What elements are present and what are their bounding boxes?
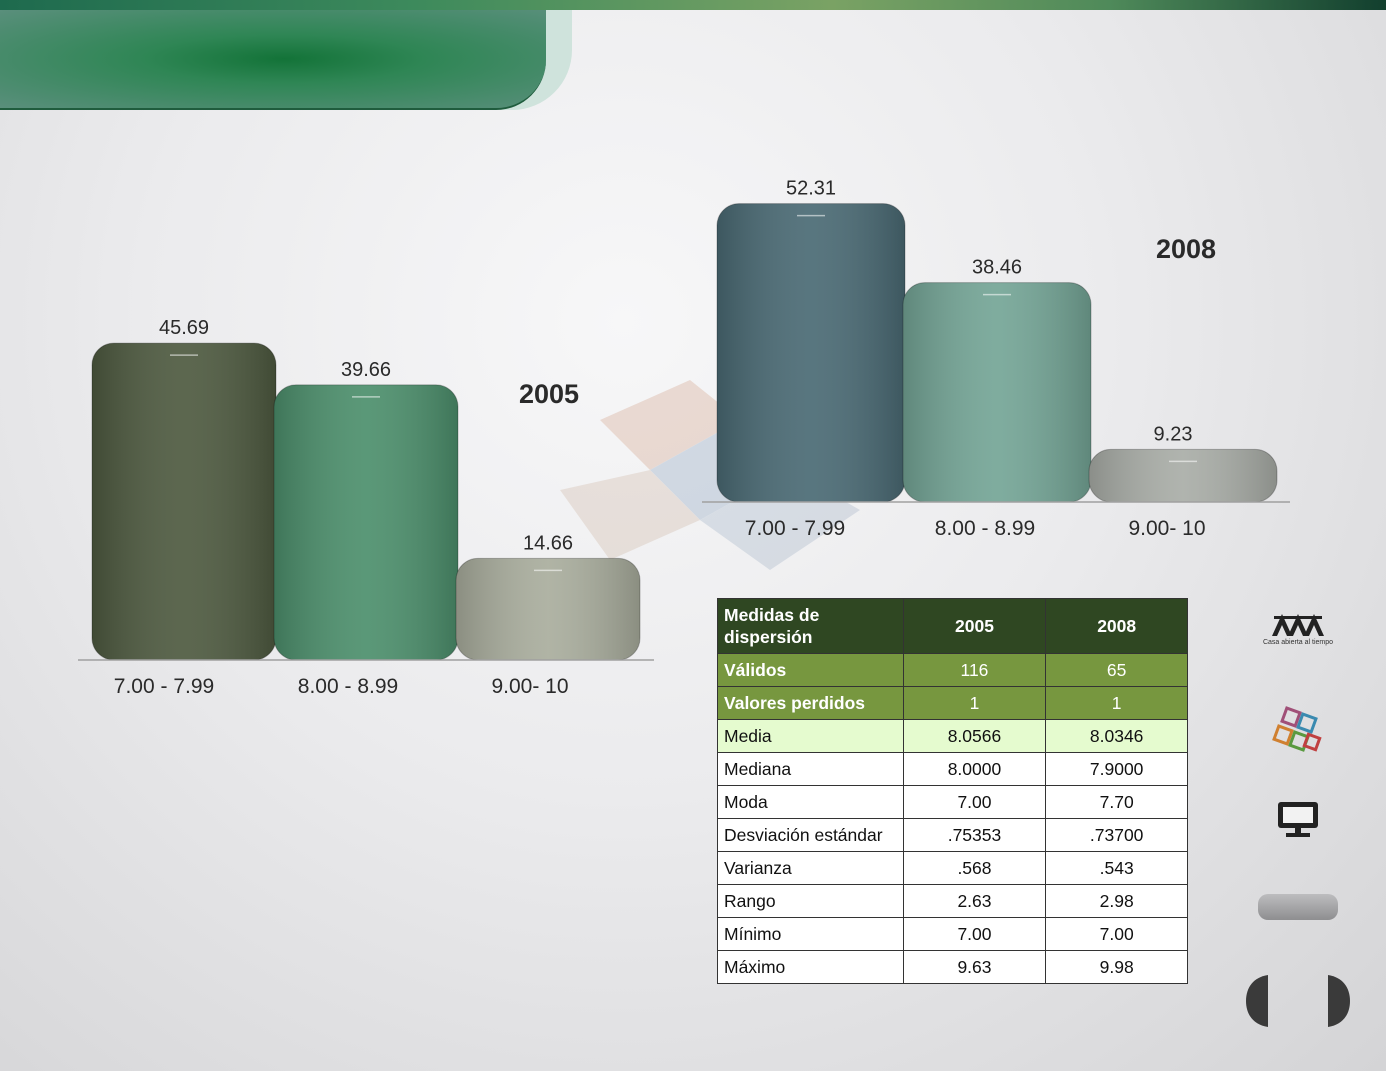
table-row-label: Máximo: [717, 950, 904, 984]
table-row: Mediana 8.0000 7.9000: [717, 752, 1188, 786]
next-arrow-icon[interactable]: [1328, 975, 1350, 1027]
chart-2008-title: 2008: [1156, 234, 1216, 264]
table-cell-2008: 2.98: [1045, 884, 1188, 918]
table-row-label: Mediana: [717, 752, 904, 786]
table-row: Rango 2.63 2.98: [717, 884, 1188, 918]
table-cell-2005: 1: [902, 686, 1047, 720]
table-header-row: Medidas de dispersión 2005 2008: [717, 598, 1188, 654]
table-row: Moda 7.00 7.70: [717, 785, 1188, 819]
table-row-label: Mínimo: [717, 917, 904, 951]
chart-2005-value-label: 39.66: [341, 359, 391, 381]
dispersion-table: Medidas de dispersión 2005 2008 Válidos 1…: [717, 598, 1188, 984]
chart-2005-value-label: 45.69: [159, 317, 209, 339]
nav-pill-button[interactable]: [1258, 894, 1338, 920]
prev-arrow-icon[interactable]: [1246, 975, 1268, 1027]
table-row-label: Varianza: [717, 851, 904, 885]
table-row: Media 8.0566 8.0346: [717, 719, 1188, 753]
table-cell-2008: 7.9000: [1045, 752, 1188, 786]
table-cell-2005: 2.63: [902, 884, 1047, 918]
table-cell-2008: 7.00: [1045, 917, 1188, 951]
table-cell-2008: .73700: [1045, 818, 1188, 852]
table-row: Desviación estándar .75353.73700: [717, 818, 1188, 852]
chart-2008-value-label: 9.23: [1154, 423, 1193, 445]
chart-2005-bar-shading: [92, 343, 276, 660]
chart-2008-value-label: 38.46: [972, 257, 1022, 279]
chart-2005-value-label: 14.66: [523, 532, 573, 554]
chart-2005-category-label: 7.00 - 7.99: [114, 675, 214, 698]
chart-2008-bar-shading: [717, 203, 905, 502]
top-accent-strip: [0, 0, 1386, 10]
table-cell-2008: 7.70: [1045, 785, 1188, 819]
uam-logo-text: Casa abierta al tiempo: [1262, 639, 1334, 646]
table-cell-2005: .568: [902, 851, 1047, 885]
table-header-label: Medidas de dispersión: [717, 598, 904, 654]
chart-2005: 2005 45.69 7.00 - 7.99 39.66 8.00 - 8.99 14.…: [78, 317, 654, 698]
chart-2005-bar-shading: [274, 384, 458, 660]
table-cell-2008: .543: [1045, 851, 1188, 885]
monitor-icon[interactable]: [1276, 800, 1320, 838]
table-row-label: Moda: [717, 785, 904, 819]
uam-logo-icon[interactable]: [1270, 612, 1326, 638]
table-cell-2005: 7.00: [902, 785, 1047, 819]
table-row: Varianza .568.543: [717, 851, 1188, 885]
colorful-cubes-icon[interactable]: [1270, 706, 1326, 758]
chart-2008-value-label: 52.31: [786, 178, 836, 200]
chart-2008-category-label: 8.00 - 8.99: [935, 517, 1035, 540]
table-cell-2008: 9.98: [1045, 950, 1188, 984]
table-row: Valores perdidos 1 1: [717, 686, 1188, 720]
chart-2005-category-label: 9.00- 10: [491, 675, 568, 698]
chart-2008-category-label: 7.00 - 7.99: [745, 517, 845, 540]
chart-2008-category-label: 9.00- 10: [1128, 517, 1205, 540]
table-row-label: Válidos: [717, 653, 904, 687]
chart-2008: 2008 52.31 7.00 - 7.99 38.46 8.00 - 8.99 9.2…: [702, 178, 1290, 540]
table-cell-2005: 9.63: [902, 950, 1047, 984]
table-cell-2008: 65: [1045, 653, 1188, 687]
table-cell-2005: 116: [902, 653, 1047, 687]
chart-2005-category-label: 8.00 - 8.99: [298, 675, 398, 698]
table-row-label: Valores perdidos: [717, 686, 904, 720]
table-row-label: Media: [717, 719, 904, 753]
chart-2005-title: 2005: [519, 379, 579, 409]
table-row: Válidos 116 65: [717, 653, 1188, 687]
header-tab: [0, 10, 546, 110]
table-header-2005: 2005: [902, 598, 1047, 654]
chart-2008-bar-shading: [903, 282, 1091, 502]
table-cell-2005: .75353: [902, 818, 1047, 852]
table-cell-2008: 8.0346: [1045, 719, 1188, 753]
table-row-label: Rango: [717, 884, 904, 918]
table-row-label: Desviación estándar: [717, 818, 904, 852]
table-cell-2008: 1: [1045, 686, 1188, 720]
table-cell-2005: 8.0566: [902, 719, 1047, 753]
table-header-2008: 2008: [1045, 598, 1188, 654]
table-cell-2005: 7.00: [902, 917, 1047, 951]
chart-2005-bar-shading: [456, 558, 640, 660]
table-row: Mínimo 7.00 7.00: [717, 917, 1188, 951]
chart-2008-bar-shading: [1089, 449, 1277, 502]
table-row: Máximo 9.63 9.98: [717, 950, 1188, 984]
table-cell-2005: 8.0000: [902, 752, 1047, 786]
